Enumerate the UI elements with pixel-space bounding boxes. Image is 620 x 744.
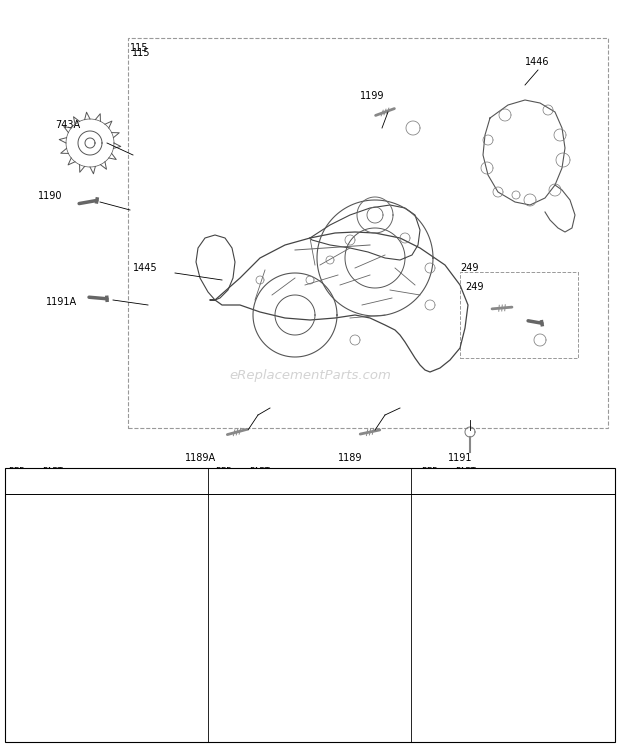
Text: 1191: 1191 xyxy=(215,521,242,531)
Text: 1189A: 1189A xyxy=(8,579,43,589)
Text: (Gear Housing): (Gear Housing) xyxy=(80,544,154,554)
Text: 115: 115 xyxy=(8,499,29,509)
Text: (Injection Pump): (Injection Pump) xyxy=(292,574,373,584)
Text: Gasket-Gear Housing: Gasket-Gear Housing xyxy=(496,517,600,527)
Text: NO.: NO. xyxy=(455,475,470,484)
Text: NO.: NO. xyxy=(421,475,436,484)
Text: DESCRIPTION: DESCRIPTION xyxy=(80,475,137,484)
Text: 1189: 1189 xyxy=(338,453,363,463)
Text: 1191A: 1191A xyxy=(46,297,77,307)
Text: 1199: 1199 xyxy=(360,91,384,101)
Text: (Gear Housing): (Gear Housing) xyxy=(80,588,154,598)
Text: 1190: 1190 xyxy=(215,499,242,509)
Text: 820033: 820033 xyxy=(249,543,290,553)
Text: 249: 249 xyxy=(8,517,29,527)
Text: 1190: 1190 xyxy=(38,191,63,201)
Text: 1189A: 1189A xyxy=(185,453,216,463)
Text: NO.: NO. xyxy=(8,475,24,484)
Bar xyxy=(460,272,578,358)
Text: Housing-Gear: Housing-Gear xyxy=(80,499,147,509)
Text: 820377: 820377 xyxy=(455,499,495,509)
Text: PART: PART xyxy=(249,467,270,476)
Text: 1446: 1446 xyxy=(525,57,549,67)
Text: 1445: 1445 xyxy=(133,263,157,273)
Text: REF.: REF. xyxy=(8,467,25,476)
Text: 820426: 820426 xyxy=(249,565,290,575)
Text: REF.: REF. xyxy=(421,467,438,476)
Text: 743A: 743A xyxy=(8,535,36,545)
Text: DESCRIPTION: DESCRIPTION xyxy=(292,475,349,484)
Text: Screw: Screw xyxy=(292,543,321,553)
Text: 1446: 1446 xyxy=(421,517,448,527)
Text: Stud: Stud xyxy=(80,557,102,567)
Text: 825032: 825032 xyxy=(42,517,82,527)
Text: NO.: NO. xyxy=(215,475,230,484)
Text: 1199: 1199 xyxy=(215,565,242,575)
Text: Gear-Drive: Gear-Drive xyxy=(80,535,133,545)
Text: 249: 249 xyxy=(460,263,479,273)
Text: NO.: NO. xyxy=(249,475,264,484)
Text: 820155: 820155 xyxy=(455,517,495,527)
Text: Stud: Stud xyxy=(292,565,314,575)
Text: DESCRIPTION: DESCRIPTION xyxy=(496,475,553,484)
Text: 825186: 825186 xyxy=(42,499,82,509)
Text: PART: PART xyxy=(42,467,63,476)
Text: Gasket-Timing Gear: Gasket-Timing Gear xyxy=(496,499,592,509)
Text: 1191: 1191 xyxy=(448,453,472,463)
Text: eReplacementParts.com: eReplacementParts.com xyxy=(229,368,391,382)
Bar xyxy=(128,38,608,428)
Text: (Gear Housing): (Gear Housing) xyxy=(80,566,154,576)
Text: 820180: 820180 xyxy=(249,499,290,509)
Text: 820016: 820016 xyxy=(42,579,82,589)
Text: (Gear Housing): (Gear Housing) xyxy=(292,530,366,540)
Text: 820030: 820030 xyxy=(249,521,290,531)
Text: Screw: Screw xyxy=(292,499,321,509)
Text: REF.: REF. xyxy=(215,467,232,476)
Text: Screw: Screw xyxy=(292,521,321,531)
Text: (Drive Gear): (Drive Gear) xyxy=(292,508,352,518)
Text: 820615: 820615 xyxy=(42,535,82,545)
Bar xyxy=(5,468,615,742)
Text: 820156: 820156 xyxy=(42,557,82,567)
Text: Stud: Stud xyxy=(80,579,102,589)
Text: NO.: NO. xyxy=(42,475,57,484)
Text: PART: PART xyxy=(455,467,476,476)
Text: 743A: 743A xyxy=(55,120,80,130)
Text: 115: 115 xyxy=(132,48,151,58)
Text: 1191A: 1191A xyxy=(215,543,249,553)
Text: (Gear Housing): (Gear Housing) xyxy=(292,552,366,562)
Text: 1445: 1445 xyxy=(421,499,448,509)
Text: 1189: 1189 xyxy=(8,557,35,567)
Text: 249: 249 xyxy=(465,282,484,292)
Text: Valve-Pressure Relief: Valve-Pressure Relief xyxy=(80,517,182,527)
Text: 115: 115 xyxy=(130,43,149,53)
